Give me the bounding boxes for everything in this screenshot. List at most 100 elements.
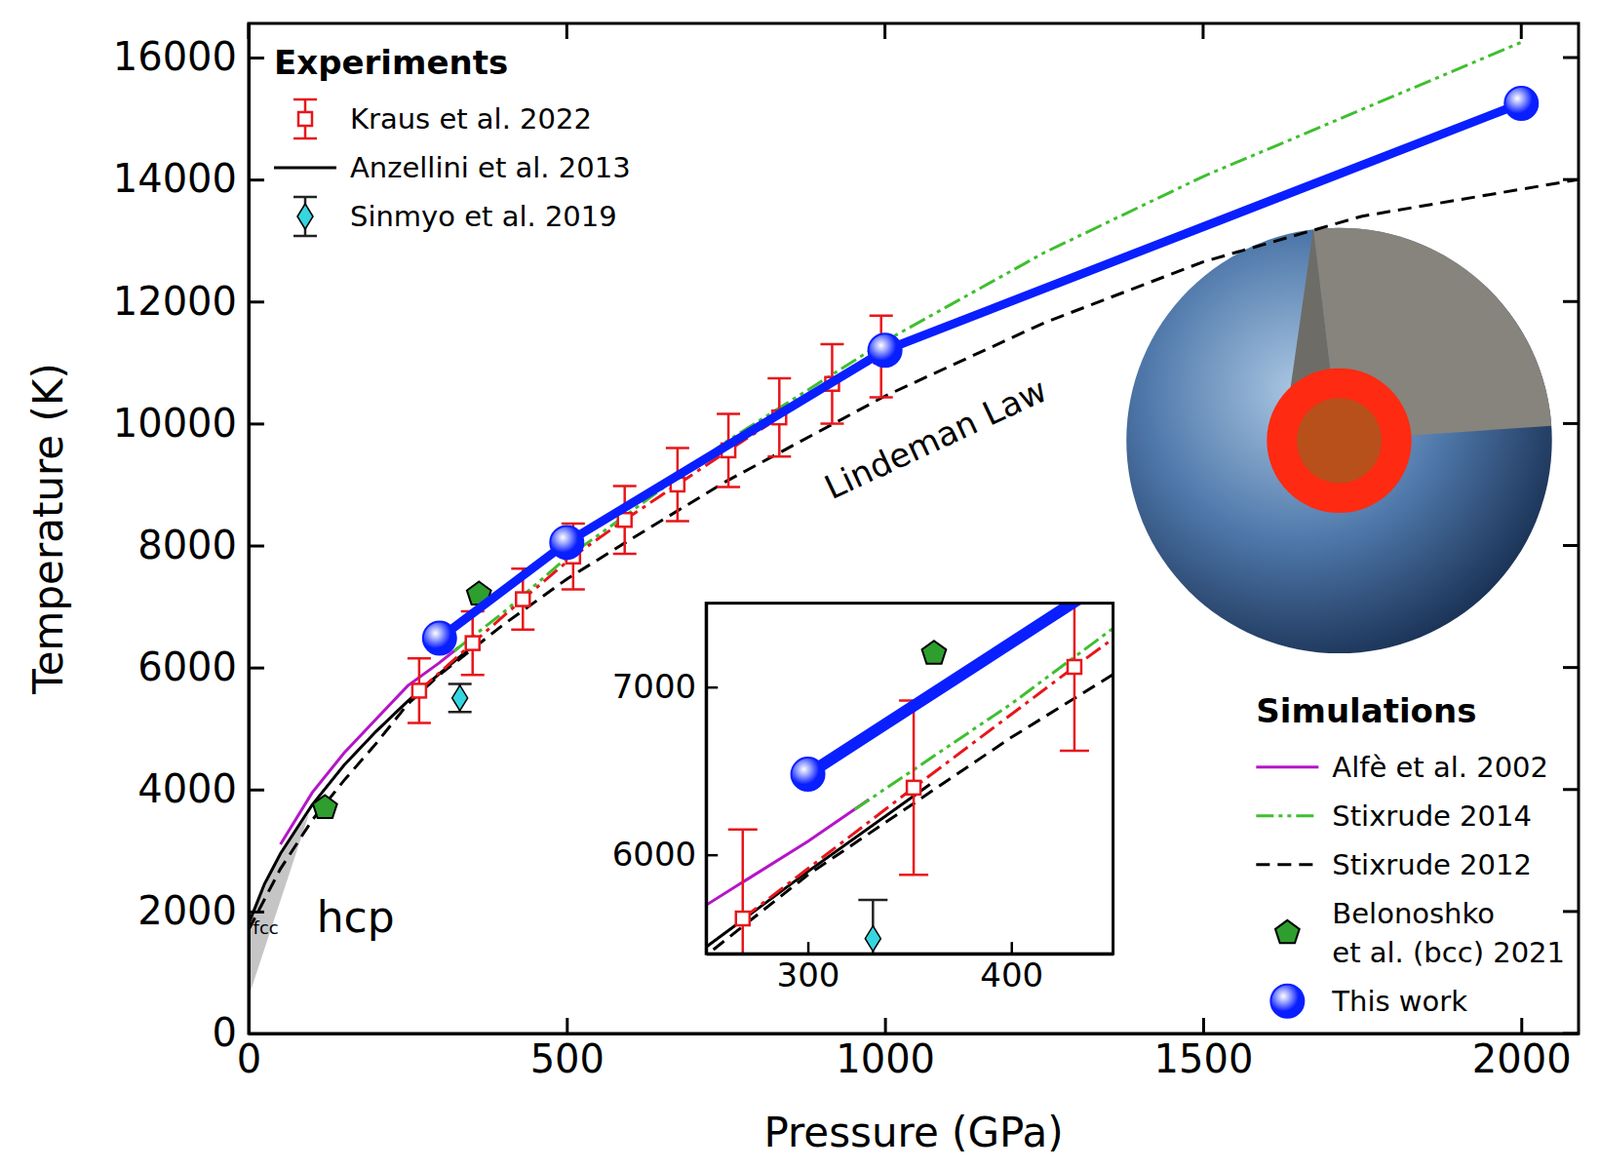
marker	[922, 640, 947, 664]
y-axis: 0200040006000800010000120001400016000	[113, 24, 265, 1056]
x-tick-label: 2000	[1472, 1036, 1572, 1082]
legend-label: Alfè et al. 2002	[1331, 750, 1549, 784]
marker	[423, 622, 457, 656]
legend-marker	[297, 203, 313, 230]
y-tick-mark-right	[1562, 56, 1579, 60]
y-tick-mark-right	[1562, 300, 1579, 304]
x-axis-title: Pressure (GPa)	[763, 1108, 1063, 1157]
inset-y-tick-mark	[705, 686, 718, 690]
inset-x-axis: 300 400	[706, 941, 1114, 995]
inset-y-axis: 60007000	[612, 603, 719, 954]
series-line	[705, 799, 869, 954]
series-line	[248, 641, 478, 924]
y-tick-label: 16000	[113, 34, 237, 79]
y-tick-mark	[248, 666, 265, 670]
planet-illustration	[1126, 228, 1552, 654]
y-tick-label: 4000	[137, 766, 237, 812]
x-tick-mark-top	[1520, 23, 1523, 40]
y-tick-mark-right	[1562, 909, 1579, 913]
fcc-region	[248, 814, 310, 998]
y-tick: 10000	[113, 400, 265, 446]
y-tick-label: 8000	[137, 522, 237, 568]
inset-frame	[705, 603, 1113, 954]
legend-line	[1255, 862, 1319, 866]
y-axis-title: Temperature (K)	[24, 362, 73, 696]
x-tick-mark	[884, 1017, 888, 1034]
legend-label: This work	[1330, 984, 1468, 1018]
series-line	[808, 603, 1114, 775]
marker	[466, 636, 480, 651]
y-tick: 2000	[137, 888, 265, 934]
planet-core-inner	[1296, 397, 1382, 483]
error-bar	[407, 658, 431, 723]
marker	[515, 592, 530, 607]
y-tick-mark	[248, 422, 265, 426]
x-tick-mark	[565, 1017, 569, 1034]
series-line	[742, 603, 1114, 919]
y-tick: 16000	[113, 34, 265, 79]
marker	[864, 926, 881, 952]
legend-title: Simulations	[1255, 691, 1477, 731]
chart: 0500100015002000020004000600080001000012…	[0, 0, 1600, 1170]
y-tick-mark	[248, 56, 265, 60]
x-tick-mark-top	[883, 23, 887, 40]
marker	[868, 333, 902, 367]
inset-plot-area	[705, 603, 1113, 954]
legend-marker	[298, 112, 313, 126]
marker	[549, 525, 584, 559]
planet-sphere	[1126, 228, 1552, 654]
marker	[791, 757, 825, 791]
marker	[412, 683, 427, 698]
legend-label: Stixrude 2012	[1331, 848, 1532, 882]
series-line	[248, 179, 1579, 930]
x-tick: 1000	[835, 1017, 936, 1082]
error-bar	[898, 700, 929, 875]
error-bar	[613, 486, 637, 554]
y-tick-label: 2000	[137, 888, 237, 934]
annotation: Lindeman Law	[818, 370, 1053, 508]
inset-y-tick: 6000	[612, 834, 719, 874]
legend-line	[273, 166, 337, 170]
legend-label: Belonoshkoet al. (bcc) 2021	[1331, 897, 1565, 970]
marker	[312, 795, 338, 820]
inset-x-tick-label: 400	[979, 955, 1044, 995]
y-tick-mark-right	[1562, 178, 1579, 182]
error-bar	[448, 684, 472, 713]
y-tick: 8000	[137, 522, 265, 568]
y-tick-label: 0	[212, 1010, 237, 1055]
marker	[1067, 660, 1082, 674]
error-bar	[1059, 603, 1090, 751]
inset-x-tick: 400	[979, 941, 1044, 995]
legend: Simulations Alfè et al. 2002 Stixrude 2014…	[1255, 691, 1565, 1018]
inset-x-tick: 300	[777, 941, 841, 995]
marker	[452, 685, 469, 711]
marker	[1504, 86, 1538, 120]
y-tick-label: 12000	[113, 278, 237, 324]
x-tick: 1500	[1154, 1017, 1254, 1082]
x-tick-mark-top	[1201, 23, 1205, 40]
x-tick-mark	[1520, 1017, 1523, 1034]
series-line	[855, 603, 1114, 811]
plot-frame	[248, 23, 1579, 1034]
x-tick-mark-top	[565, 23, 569, 40]
annotation: fcc	[253, 917, 279, 938]
marker	[736, 911, 750, 926]
x-tick-label: 500	[530, 1036, 605, 1082]
y-tick-label: 6000	[137, 644, 237, 690]
legend-error-bar	[293, 196, 317, 236]
series-line	[454, 41, 1522, 651]
legend-label: Kraus et al. 2022	[350, 102, 592, 136]
legend-title: Experiments	[273, 42, 508, 82]
x-tick: 500	[530, 1017, 605, 1082]
inset-y-tick-label: 6000	[612, 834, 698, 874]
planet-core-outer	[1266, 368, 1411, 513]
y-tick: 4000	[137, 766, 265, 812]
legend-label: Anzellini et al. 2013	[350, 151, 631, 185]
legend-marker	[1275, 920, 1300, 944]
x-tick-label: 1000	[835, 1036, 936, 1082]
inset-x-tick-mark	[807, 941, 811, 954]
x-axis: 0500100015002000	[236, 1017, 1580, 1082]
marker	[906, 780, 921, 795]
y-tick-mark-right	[1562, 544, 1579, 547]
legend-label: Stixrude 2014	[1331, 799, 1532, 833]
